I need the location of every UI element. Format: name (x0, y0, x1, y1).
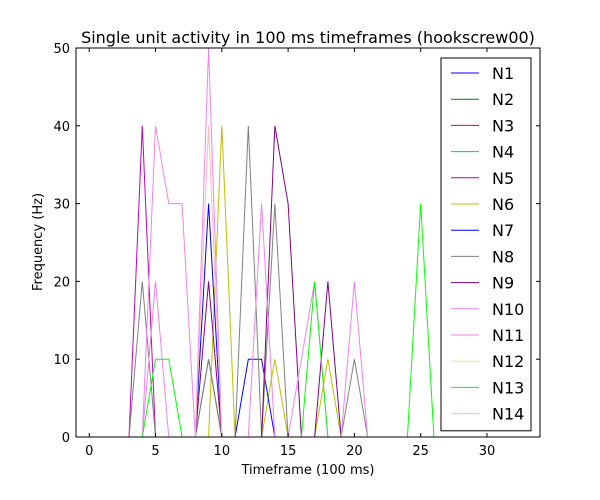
legend-label-n8: N8 (492, 247, 514, 266)
legend: N1 N2 N3 N4 N5 N6 N7 N8 N9 N10 N11 N12 N13 N14 (440, 57, 532, 432)
chart-title: Single unit activity in 100 ms timeframe… (81, 28, 535, 47)
x-tick-label: 10 (214, 444, 231, 459)
x-axis-label: Timeframe (100 ms) (240, 463, 374, 478)
legend-label-n3: N3 (492, 116, 514, 135)
y-tick-label: 0 (62, 431, 70, 446)
legend-label-n9: N9 (492, 274, 514, 293)
x-tick-label: 15 (280, 444, 297, 459)
y-axis-label: Frequency (Hz) (31, 193, 46, 291)
legend-box (440, 57, 532, 432)
x-tick-label: 5 (151, 444, 159, 459)
x-tick-label: 25 (412, 444, 429, 459)
y-tick-label: 40 (53, 120, 70, 135)
legend-label-n7: N7 (492, 221, 514, 240)
legend-label-n1: N1 (492, 64, 514, 83)
legend-label-n5: N5 (492, 169, 514, 188)
x-tick-label: 0 (85, 444, 93, 459)
y-tick-label: 30 (53, 198, 70, 213)
y-tick-label: 20 (53, 275, 70, 290)
plot-frame (75, 47, 541, 438)
y-tick-label: 10 (53, 353, 70, 368)
x-tick-label: 20 (346, 444, 363, 459)
legend-label-n11: N11 (492, 326, 524, 345)
x-tick-label: 30 (479, 444, 496, 459)
legend-label-n13: N13 (492, 378, 524, 397)
y-tick-label: 50 (53, 42, 70, 57)
legend-label-n6: N6 (492, 195, 514, 214)
legend-label-n12: N12 (492, 352, 524, 371)
legend-label-n2: N2 (492, 90, 514, 109)
legend-label-n4: N4 (492, 143, 514, 162)
legend-label-n14: N14 (492, 405, 524, 424)
ticks-layer: 0 5 10 15 20 25 30 0 10 20 30 40 50 (53, 42, 540, 459)
legend-label-n10: N10 (492, 300, 524, 319)
